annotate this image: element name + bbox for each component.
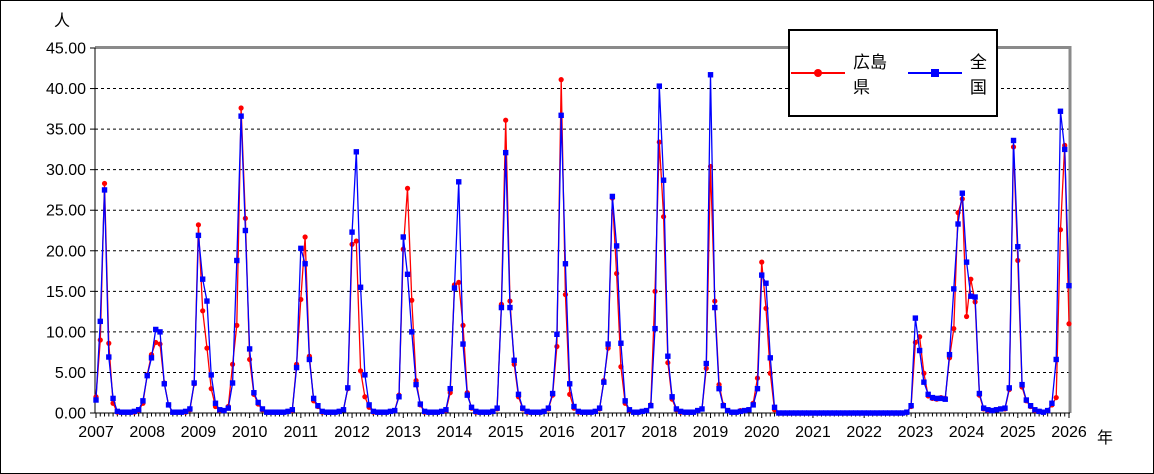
gridlines bbox=[95, 88, 1070, 373]
x-tick-label: 2018 bbox=[642, 424, 678, 441]
x-tick-label: 2019 bbox=[693, 424, 729, 441]
y-tick-label: 40.00 bbox=[46, 81, 86, 98]
y-tick-label: 25.00 bbox=[46, 203, 86, 220]
x-tick-label: 2020 bbox=[744, 424, 780, 441]
x-tick-label: 2015 bbox=[488, 424, 524, 441]
y-tick-label: 45.00 bbox=[46, 41, 86, 58]
y-tick-label: 35.00 bbox=[46, 122, 86, 139]
y-tick-label: 15.00 bbox=[46, 284, 86, 301]
legend: 広島県 全国 bbox=[788, 29, 998, 117]
x-tick-label: 2010 bbox=[232, 424, 268, 441]
x-tick-label: 2013 bbox=[385, 424, 421, 441]
x-tick-label: 2023 bbox=[898, 424, 934, 441]
x-tick-label: 2011 bbox=[284, 424, 319, 441]
legend-item-hiroshima: 広島県 bbox=[790, 48, 895, 98]
y-tick-label: 5.00 bbox=[55, 365, 86, 382]
x-tick-label: 2012 bbox=[334, 424, 370, 441]
legend-marker-blue-square-icon bbox=[907, 66, 963, 80]
x-tick-label: 2016 bbox=[539, 424, 575, 441]
x-tick-label: 2009 bbox=[181, 424, 217, 441]
y-tick-label: 0.00 bbox=[55, 406, 86, 423]
y-tick-label: 20.00 bbox=[46, 243, 86, 260]
legend-label-hiroshima: 広島県 bbox=[853, 53, 887, 97]
legend-marker-red-circle-icon bbox=[790, 66, 846, 80]
x-tick-label: 2024 bbox=[949, 424, 985, 441]
x-tick-label: 2014 bbox=[437, 424, 473, 441]
x-tick-label: 2025 bbox=[1000, 424, 1036, 441]
x-tick-label: 2021 bbox=[795, 424, 831, 441]
legend-label-zenkoku: 全国 bbox=[969, 53, 987, 97]
y-axis-unit-label: 人 bbox=[54, 13, 71, 30]
y-tick-label: 10.00 bbox=[46, 324, 86, 341]
x-tick-label: 2026 bbox=[1051, 424, 1087, 441]
x-axis-unit-label: 年 bbox=[1097, 430, 1114, 447]
x-tick-label: 2008 bbox=[129, 424, 165, 441]
series-zenkoku bbox=[93, 72, 1072, 416]
x-tick-label: 2007 bbox=[78, 424, 114, 441]
legend-item-zenkoku: 全国 bbox=[907, 48, 996, 98]
axis-labels: 0.00 5.00 10.00 15.00 20.00 25.00 30.00 35.00 40… bbox=[46, 41, 1087, 442]
y-tick-label: 30.00 bbox=[46, 162, 86, 179]
x-tick-label: 2022 bbox=[846, 424, 882, 441]
x-tick-label: 2017 bbox=[590, 424, 626, 441]
